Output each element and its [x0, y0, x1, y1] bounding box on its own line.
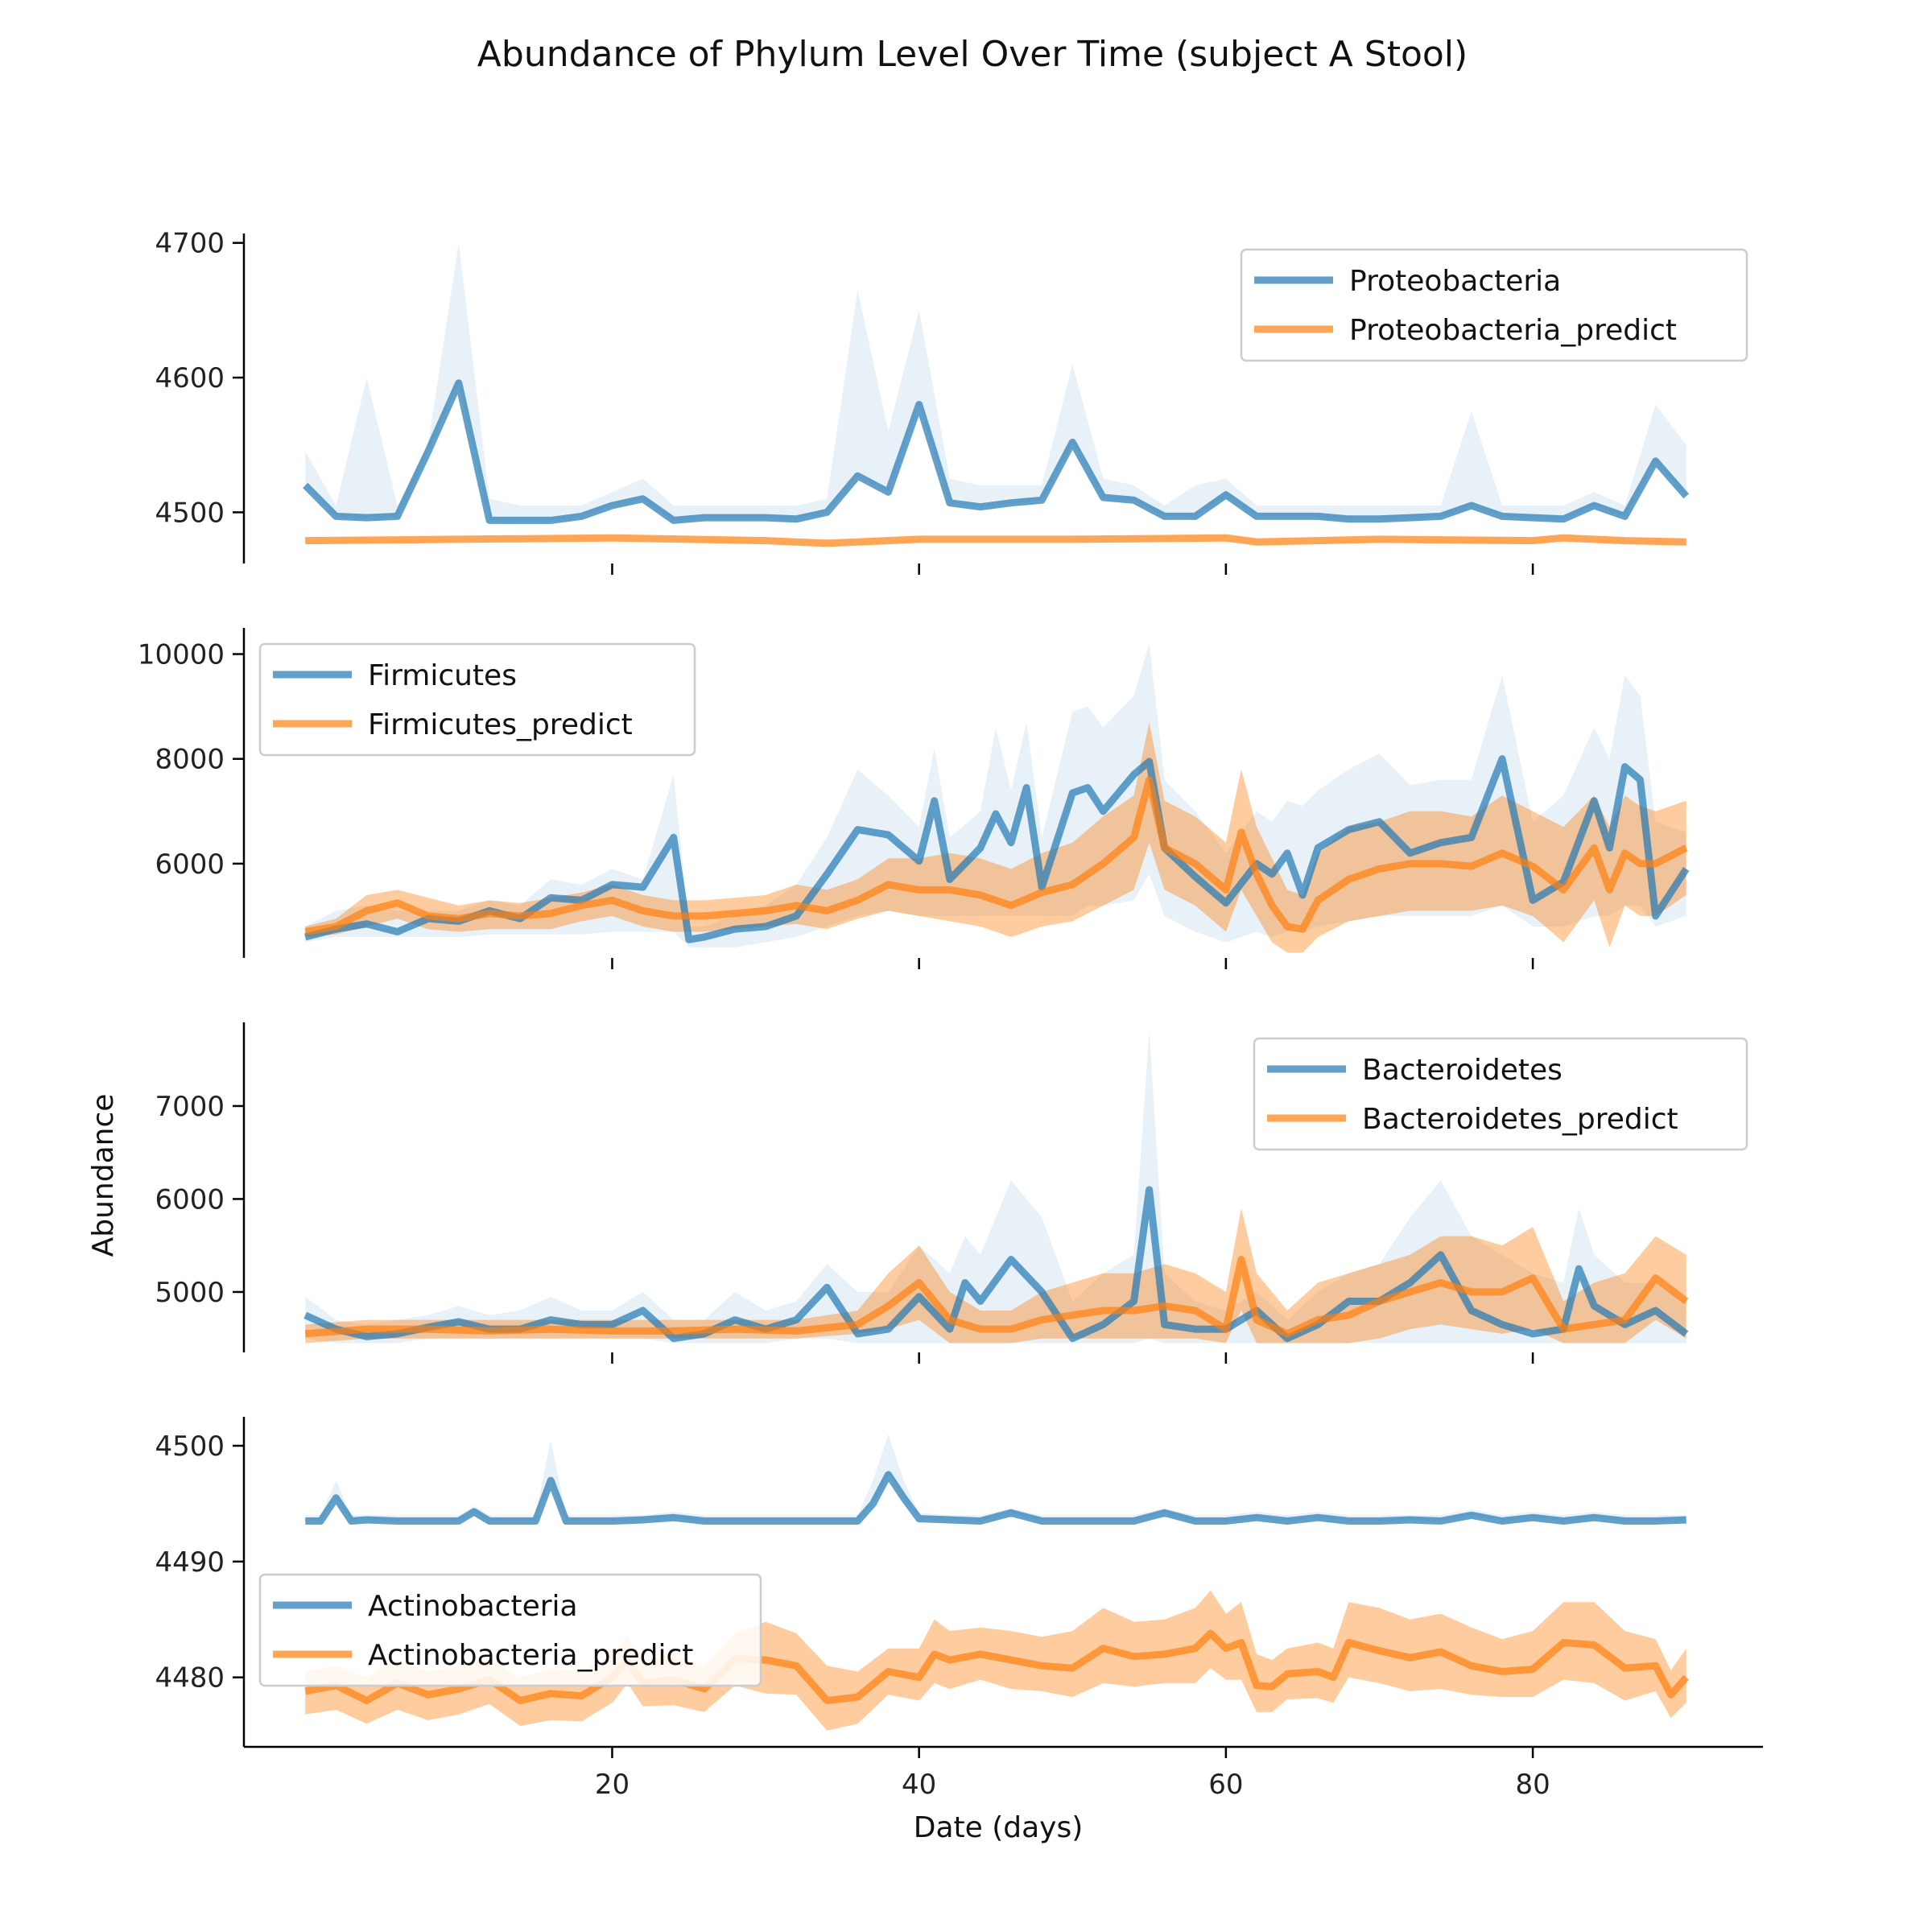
legend-entry: Proteobacteria_predict [1349, 314, 1677, 347]
series-line-bacteroidetes [303, 1186, 1689, 1343]
y-tick-label: 6000 [155, 848, 225, 881]
panel-firmicutes: 6000 8000 10000 Firmicutes Firmicutes_predic… [138, 628, 1690, 969]
legend-entry: Actinobacteria [368, 1590, 578, 1623]
series-line-actinobacteria_predict [304, 1629, 1690, 1704]
legend-entry: Bacteroidetes [1362, 1054, 1563, 1087]
y-tick-label: 10000 [138, 639, 225, 671]
y-tick-label: 4480 [155, 1662, 225, 1695]
y-tick-label: 4500 [155, 497, 225, 529]
band-firmicutes_predict [305, 722, 1686, 953]
x-tick-label: 40 [902, 1769, 936, 1801]
y-tick-label: 5000 [155, 1277, 225, 1309]
legend-frame [1253, 1037, 1748, 1151]
x-axis-label: Date (days) [914, 1811, 1084, 1844]
legend-entry: Firmicutes [368, 659, 517, 692]
panel-actinobacteria: 20 40 60 80448044904500ActinobacteriaActino… [155, 1417, 1763, 1801]
y-tick-label: 4500 [155, 1430, 225, 1463]
legend: Actinobacteria Actinobacteria_predict [258, 1573, 762, 1687]
y-tick-label: 4700 [155, 228, 225, 260]
series-line-actinobacteria [305, 1471, 1686, 1525]
series-line-proteobacteria_predict [305, 534, 1686, 547]
x-tick-label: 60 [1208, 1769, 1243, 1801]
series-line-proteobacteria [303, 379, 1690, 524]
legend-entry: Proteobacteria [1349, 265, 1561, 298]
y-tick-label: 8000 [155, 744, 225, 776]
chart-panels: 450046004700ProteobacteriaProteobacteria… [138, 228, 1763, 1801]
legend-entry: Firmicutes_predict [368, 708, 633, 741]
series-line-firmicutes_predict [304, 776, 1688, 935]
chart-title: Abundance of Phylum Level Over Time (sub… [477, 34, 1468, 75]
legend-frame [258, 1573, 762, 1687]
y-tick-label: 6000 [155, 1183, 225, 1216]
legend: Firmicutes Firmicutes_predict [258, 642, 696, 757]
legend-entry: Actinobacteria_predict [368, 1639, 693, 1672]
panel-bacteroidetes: 5000 6000 7000 Bacteroidetes Bacteroidetes_p… [155, 1022, 1748, 1364]
y-tick-label: 7000 [155, 1091, 225, 1123]
legend-entry: Bacteroidetes_predict [1362, 1103, 1678, 1136]
x-tick-label: 20 [595, 1769, 630, 1801]
y-axis-label: Abundance [87, 1094, 120, 1257]
panel-proteobacteria: 450046004700ProteobacteriaProteobacteria… [155, 228, 1748, 575]
x-tick-label: 80 [1515, 1769, 1550, 1801]
legend: Bacteroidetes Bacteroidetes_predict [1253, 1037, 1748, 1151]
y-tick-label: 4600 [155, 362, 225, 394]
legend-frame [1240, 248, 1748, 362]
series-line-bacteroidetes_predict [304, 1256, 1689, 1338]
legend-frame [258, 642, 696, 757]
series-line-firmicutes [304, 755, 1690, 943]
y-tick-label: 4490 [155, 1546, 225, 1579]
legend: Proteobacteria Proteobacteria_predict [1240, 248, 1748, 362]
